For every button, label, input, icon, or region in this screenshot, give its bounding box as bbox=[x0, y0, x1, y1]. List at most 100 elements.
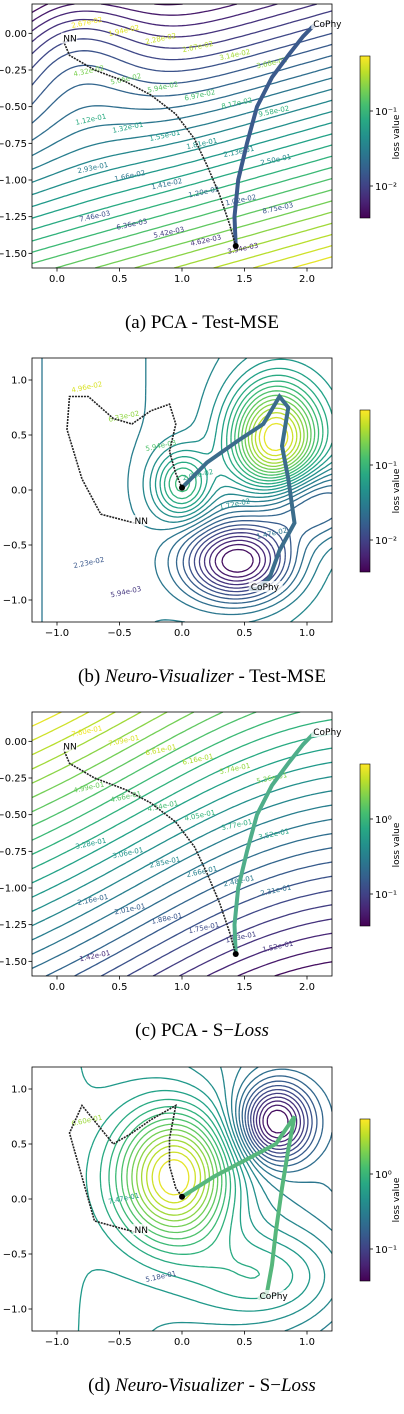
point-label-nn: NN bbox=[63, 743, 76, 753]
contour-level bbox=[32, 712, 90, 742]
y-tick-label: −0.75 bbox=[0, 139, 27, 150]
contour-level bbox=[32, 712, 257, 827]
contour-level bbox=[32, 177, 332, 265]
y-tick-label: −0.25 bbox=[0, 66, 27, 77]
x-tick-label: −0.5 bbox=[107, 1337, 131, 1348]
y-tick-label: 0.00 bbox=[5, 29, 27, 40]
nn-trajectory bbox=[68, 1103, 183, 1233]
colorbar-label: loss value bbox=[392, 114, 402, 159]
contour-level bbox=[32, 54, 332, 124]
contour-level bbox=[152, 904, 332, 976]
contour-level bbox=[151, 1067, 326, 1331]
y-tick-label: −1.25 bbox=[0, 212, 27, 223]
colorbar bbox=[359, 1118, 371, 1282]
x-tick-label: 1.0 bbox=[174, 982, 190, 993]
x-tick-label: 0.0 bbox=[49, 982, 65, 993]
contour-level bbox=[146, 1145, 202, 1210]
point-label-cophy: CoPhy bbox=[313, 20, 342, 30]
cophy-trajectory bbox=[180, 392, 297, 591]
contour-level bbox=[250, 1088, 309, 1154]
contour-level bbox=[32, 155, 332, 242]
contour-level bbox=[159, 367, 332, 509]
panel-b: 4.96e-02 6.33e-02 5.94e-03 2.03e-02 1.72e-02… bbox=[0, 354, 404, 699]
contour-level bbox=[32, 4, 238, 22]
caption-c-italic: Loss bbox=[234, 1020, 269, 1041]
y-tick-label: −0.25 bbox=[0, 774, 27, 785]
contour-level bbox=[32, 712, 195, 799]
contour-level bbox=[188, 524, 286, 596]
contour-level bbox=[244, 398, 309, 471]
trajectory-junction bbox=[179, 1193, 185, 1200]
contour-level bbox=[241, 1075, 324, 1167]
trajectory-junction bbox=[232, 951, 239, 957]
trajectory-junction bbox=[232, 243, 239, 249]
y-tick-label: 0.0 bbox=[11, 1195, 27, 1206]
point-label-bg bbox=[311, 726, 346, 737]
caption-d-prefix: (d) bbox=[88, 1375, 116, 1396]
contour-level bbox=[32, 4, 318, 43]
contour-level bbox=[32, 712, 168, 784]
contour-level bbox=[32, 77, 332, 157]
caption-d-italic2: Loss bbox=[280, 1375, 316, 1396]
contour-level bbox=[32, 712, 224, 813]
x-tick-label: 1.5 bbox=[237, 274, 253, 285]
contour-level bbox=[32, 718, 332, 855]
y-tick-label: −1.00 bbox=[0, 176, 27, 187]
trajectories bbox=[68, 1103, 297, 1300]
contour-level bbox=[235, 1067, 332, 1192]
point-label-bg bbox=[132, 515, 149, 526]
caption-a: (a) PCA - Test-MSE bbox=[0, 312, 404, 334]
y-tick-label: 1.0 bbox=[11, 376, 27, 387]
contour-level bbox=[32, 712, 301, 841]
contour-lines bbox=[32, 4, 332, 268]
contour-level bbox=[32, 712, 116, 756]
point-label-cophy: CoPhy bbox=[313, 728, 342, 738]
x-tick-label: 0.5 bbox=[237, 628, 253, 639]
contour-level bbox=[45, 847, 332, 976]
contour-level bbox=[198, 532, 276, 589]
panel-c: 7.60e-01 7.09e-01 6.61e-01 6.16e-01 5.74e-01… bbox=[0, 708, 404, 1053]
caption-b: (b) Neuro-Visualizer - Test-MSE bbox=[0, 666, 404, 688]
trajectories bbox=[66, 392, 297, 591]
x-tick-label: 2.0 bbox=[299, 274, 315, 285]
y-tick-label: −0.5 bbox=[3, 1250, 27, 1261]
contour-level bbox=[238, 1068, 332, 1173]
contour-level bbox=[214, 543, 261, 578]
contour-level bbox=[32, 775, 332, 912]
x-tick-label: 0.0 bbox=[49, 274, 65, 285]
y-tick-label: 0.00 bbox=[5, 737, 27, 748]
point-label-bg bbox=[257, 1290, 292, 1301]
contour-level bbox=[140, 1139, 206, 1216]
y-tick-label: 0.0 bbox=[11, 486, 27, 497]
colorbar-tick-label: 10⁻² bbox=[375, 536, 397, 547]
caption-d-suffix: - S− bbox=[243, 1375, 281, 1396]
contour-level bbox=[244, 1080, 318, 1162]
colorbar-label: loss value bbox=[392, 1177, 402, 1222]
cophy-trajectory bbox=[180, 1115, 297, 1300]
colorbar-label: loss value bbox=[392, 822, 402, 867]
contour-level bbox=[126, 889, 332, 976]
colorbar-label: loss value bbox=[392, 468, 402, 513]
contour-plot-b: 4.96e-026.33e-025.94e-032.03e-021.72e-02… bbox=[3, 357, 402, 639]
contour-level bbox=[237, 946, 332, 976]
y-tick-label: −1.50 bbox=[0, 249, 27, 260]
point-label-bg bbox=[311, 18, 346, 29]
contour-level bbox=[179, 918, 332, 976]
contour-level bbox=[32, 712, 62, 727]
point-label-cophy: CoPhy bbox=[260, 1292, 289, 1302]
colorbar bbox=[359, 763, 371, 927]
y-tick-label: −1.25 bbox=[0, 920, 27, 931]
point-label-cophy: CoPhy bbox=[251, 583, 280, 593]
x-tick-label: 1.0 bbox=[299, 628, 315, 639]
contour-level bbox=[108, 1106, 232, 1255]
contour-level bbox=[168, 380, 324, 500]
caption-c-prefix: (c) PCA - S− bbox=[135, 1020, 234, 1041]
contour-level bbox=[99, 1098, 261, 1279]
contour-level bbox=[32, 88, 332, 170]
cophy-trajectory bbox=[232, 732, 316, 956]
colorbar-tick-label: 10⁻² bbox=[375, 182, 397, 193]
contour-level bbox=[32, 122, 332, 208]
y-tick-label: −0.5 bbox=[3, 541, 27, 552]
x-tick-label: 2.0 bbox=[299, 982, 315, 993]
y-tick-label: −1.0 bbox=[3, 596, 27, 607]
